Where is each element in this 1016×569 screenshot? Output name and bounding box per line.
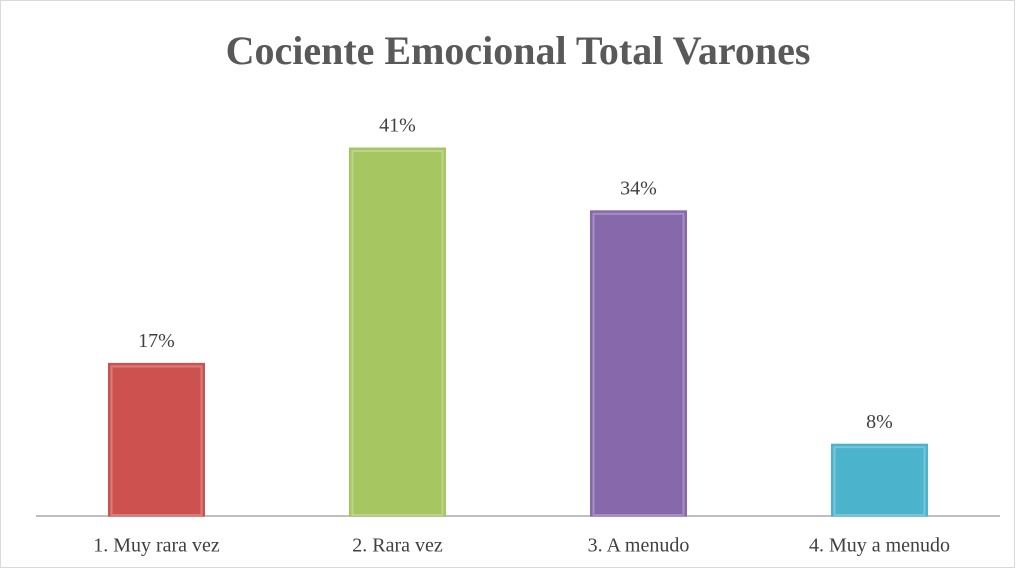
- value-label: 8%: [866, 411, 893, 433]
- bar-bevel: [110, 365, 203, 517]
- bar-bevel: [592, 212, 685, 517]
- bar: [831, 443, 928, 517]
- bar-bevel: [833, 446, 926, 517]
- x-tick-label: 2. Rara vez: [352, 535, 443, 557]
- x-tick-label: 1. Muy rara vez: [93, 535, 220, 557]
- bar: [590, 210, 687, 517]
- chart-title: Cociente Emocional Total Varones: [226, 28, 811, 73]
- bar: [349, 147, 446, 517]
- value-label: 34%: [620, 177, 657, 199]
- value-label: 41%: [379, 115, 416, 137]
- bar: [108, 362, 205, 517]
- x-tick-label: 4. Muy a menudo: [809, 535, 950, 557]
- x-tick-label: 3. A menudo: [588, 535, 690, 557]
- value-label: 17%: [138, 330, 175, 352]
- bar-bevel: [351, 150, 444, 516]
